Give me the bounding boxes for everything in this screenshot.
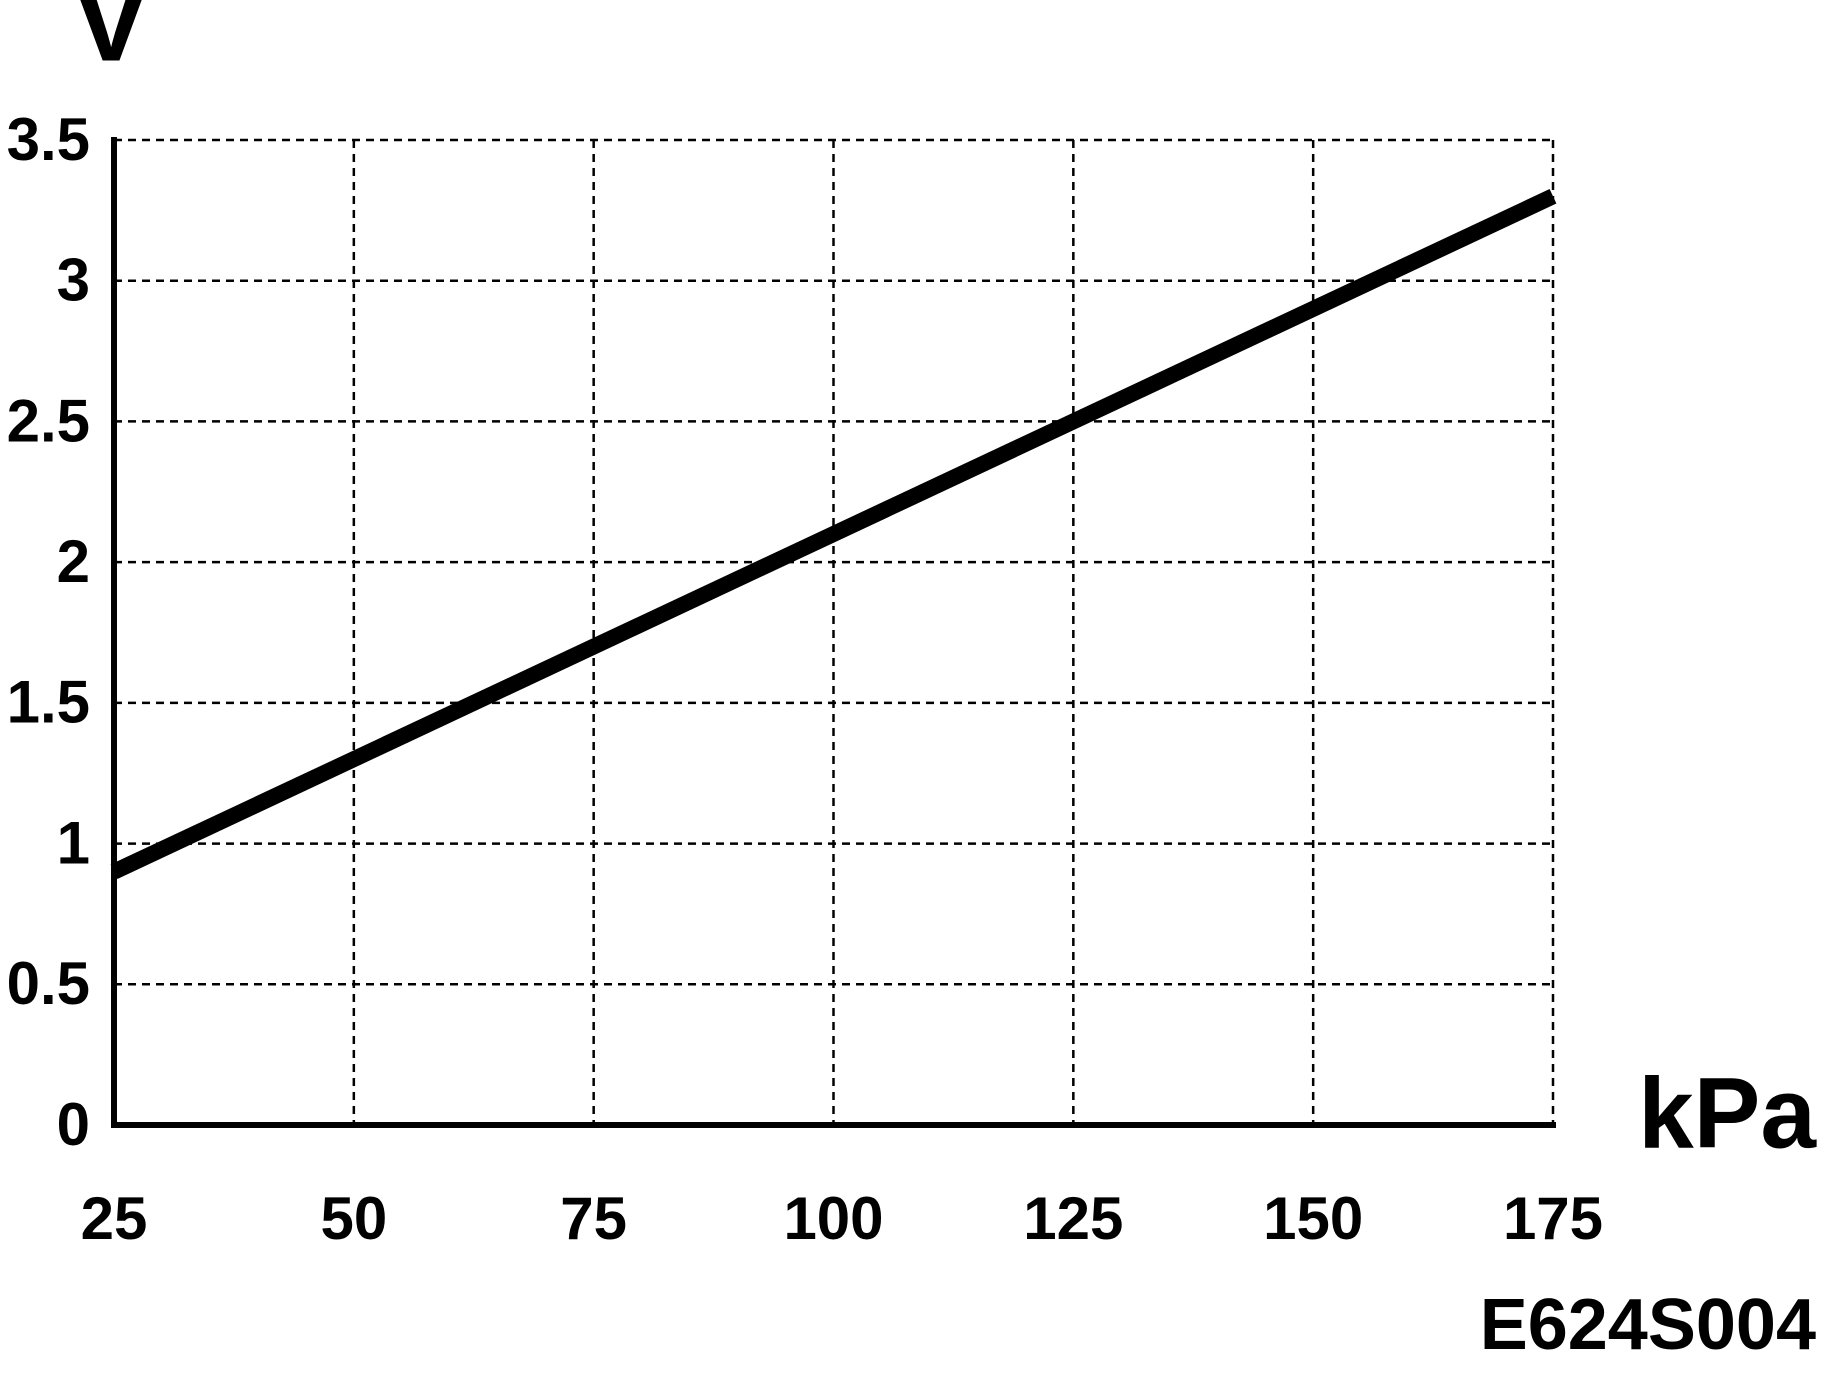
y-tick-label: 1.5: [7, 669, 90, 736]
data-line: [110, 189, 1557, 879]
y-tick-label: 3.5: [7, 106, 90, 173]
y-tick-label: 1: [57, 809, 90, 876]
x-tick-label: 75: [560, 1185, 627, 1252]
x-tick-label: 125: [1023, 1185, 1123, 1252]
y-tick-label: 3: [57, 247, 90, 314]
x-tick-label: 175: [1503, 1185, 1603, 1252]
y-axis-label: V: [73, 0, 150, 85]
x-tick-label: 25: [81, 1185, 148, 1252]
y-tick-label: 0.5: [7, 950, 90, 1017]
y-tick-label: 2.5: [7, 387, 90, 454]
x-tick-label: 50: [320, 1185, 387, 1252]
annotation: E624S004: [1480, 1285, 1816, 1365]
y-tick-label: 0: [57, 1091, 90, 1158]
x-tick-label: 150: [1263, 1185, 1363, 1252]
x-axis-label: kPa: [1638, 1057, 1817, 1169]
x-tick-label: 100: [783, 1185, 883, 1252]
y-tick-label: 2: [57, 528, 90, 595]
